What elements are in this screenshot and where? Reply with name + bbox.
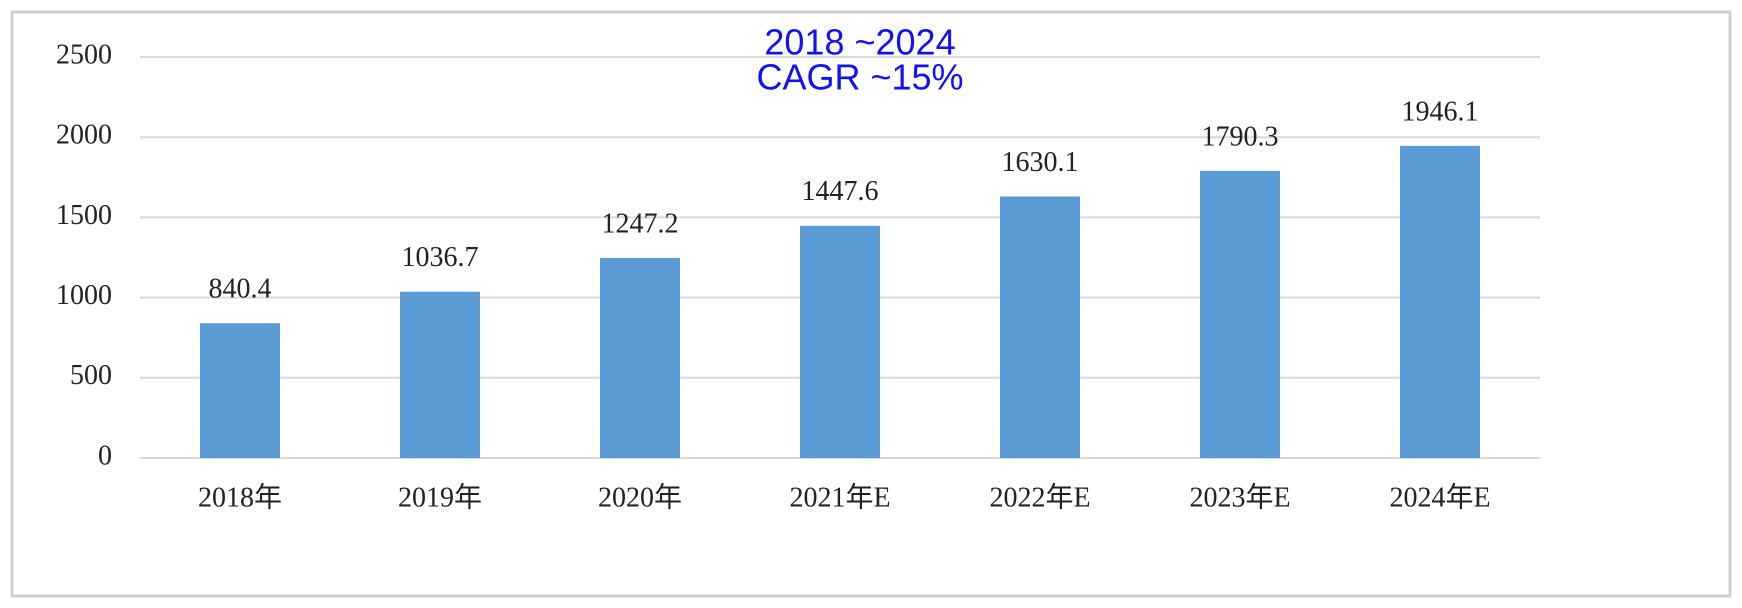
- y-tick-label: 1000: [56, 280, 112, 311]
- bar: [600, 257, 680, 458]
- y-tick-label: 2000: [56, 120, 112, 151]
- bar: [200, 323, 280, 458]
- x-tick-label: 2023年E: [1189, 481, 1290, 513]
- data-label: 1247.2: [602, 208, 679, 239]
- bar: [1200, 170, 1280, 458]
- bar: [1400, 145, 1480, 458]
- data-label: 1036.7: [402, 242, 479, 273]
- x-tick-label: 2020年: [598, 481, 682, 513]
- data-label: 1790.3: [1202, 121, 1279, 152]
- x-tick-label: 2018年: [198, 481, 282, 513]
- x-tick-label: 2022年E: [989, 481, 1090, 513]
- data-label: 1447.6: [802, 176, 879, 207]
- y-tick-label: 2500: [56, 39, 112, 70]
- y-tick-label: 1500: [56, 200, 112, 231]
- data-label: 1630.1: [1002, 147, 1079, 178]
- annotation: CAGR ~15%: [756, 57, 963, 98]
- annotation: 2018 ~2024: [764, 22, 955, 63]
- data-label: 1946.1: [1402, 96, 1479, 127]
- bar: [1000, 196, 1080, 458]
- data-label: 840.4: [209, 274, 272, 305]
- x-tick-label: 2024年E: [1389, 481, 1490, 513]
- x-tick-label: 2021年E: [789, 481, 890, 513]
- x-tick-label: 2019年: [398, 481, 482, 513]
- frame: [10, 10, 1732, 598]
- y-tick-label: 0: [98, 440, 112, 471]
- bar: [400, 291, 480, 458]
- bar: [800, 225, 880, 458]
- y-tick-label: 500: [70, 360, 112, 391]
